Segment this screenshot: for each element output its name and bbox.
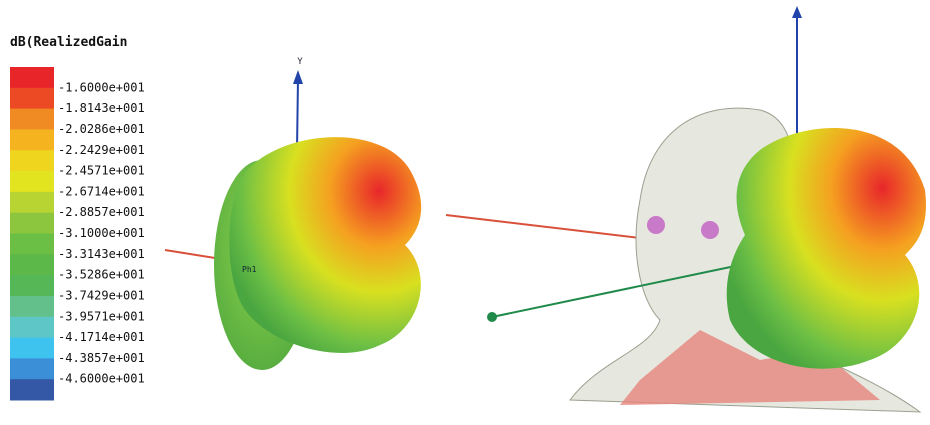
legend-label: -3.5286e+001 [58,268,145,282]
legend-label: -2.6714e+001 [58,184,145,198]
legend-swatch [10,254,54,276]
radiation-pattern [229,137,422,353]
legend-swatch [10,212,54,234]
legend-swatch [10,379,54,401]
legend-label: -3.3143e+001 [58,247,145,261]
legend-label: -2.8857e+001 [58,205,145,219]
legend-title: dB(RealizedGain [10,35,127,50]
legend-label: -3.9571e+001 [58,309,145,323]
legend-swatch [10,275,54,297]
axis-label: Y [297,57,303,67]
legend-swatch [10,108,54,130]
legend-swatch [10,129,54,151]
legend: -1.6000e+001 -1.8143e+001 -2.0286e+001 -2.2… [10,67,145,401]
legend-label: -1.6000e+001 [58,80,145,94]
legend-label: -3.7429e+001 [58,288,145,302]
legend-swatch [10,87,54,110]
x-axis [445,214,641,239]
legend-label: -4.6000e+001 [58,372,145,386]
tissue [620,330,880,405]
legend-swatch [10,337,54,359]
legend-swatch [10,67,54,89]
legend-swatch [10,316,54,339]
legend-label: -1.8143e+001 [58,101,145,115]
z-axis [491,264,741,318]
legend-label: -2.0286e+001 [58,122,145,136]
legend-label: -2.4571e+001 [58,164,145,178]
axis-arrow [792,6,802,18]
legend-label: -2.2429e+001 [58,143,145,157]
axis-arrow [293,70,303,84]
axis-end [487,312,497,322]
legend-swatch [10,150,54,172]
legend-swatch [10,233,54,255]
eye [647,216,665,234]
legend-label: -4.3857e+001 [58,351,145,365]
radiation-pattern [726,127,926,369]
y-axis [296,77,299,151]
legend-swatch [10,358,54,380]
legend-swatch [10,295,54,318]
eye [701,221,719,239]
legend-swatch [10,191,54,214]
port-label: Ph1 [242,265,257,274]
legend-label: -3.1000e+001 [58,226,145,240]
legend-swatch [10,171,54,193]
legend-label: -4.1714e+001 [58,330,145,344]
